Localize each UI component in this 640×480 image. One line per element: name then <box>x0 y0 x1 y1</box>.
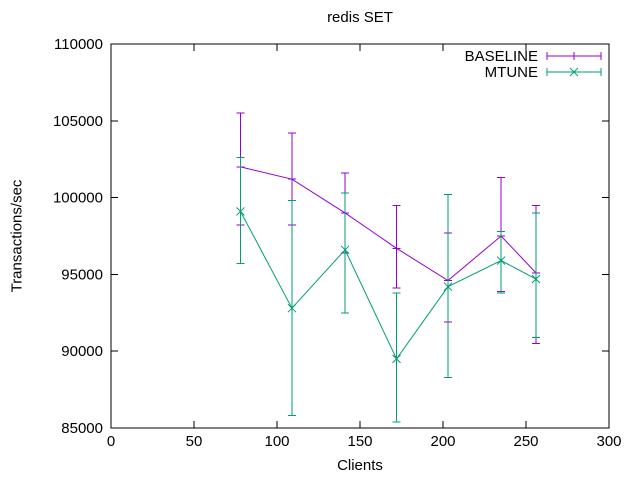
plot-border <box>110 43 610 429</box>
marker-cross-icon <box>287 303 297 313</box>
marker-cross-icon <box>531 274 541 284</box>
series-line-baseline <box>240 166 537 282</box>
x-tick-label: 0 <box>107 433 115 450</box>
marker-cross-icon <box>392 354 401 364</box>
y-tick-label: 85000 <box>61 420 103 437</box>
marker-cross-icon <box>496 256 506 265</box>
series-line-mtune <box>240 211 537 360</box>
y-tick-label: 90000 <box>61 343 103 360</box>
x-tick-label: 100 <box>264 433 289 450</box>
x-tick-label: 300 <box>596 433 621 450</box>
y-tick-label: 110000 <box>54 36 103 53</box>
x-tick-label: 200 <box>430 433 455 450</box>
legend-label-baseline: BASELINE <box>465 48 538 65</box>
y-axis-label: Transactions/sec <box>8 179 26 293</box>
marker-cross-icon <box>443 282 453 292</box>
x-axis-label: Clients <box>337 457 383 474</box>
marker-cross-icon <box>569 67 579 77</box>
chart-title: redis SET <box>327 9 393 26</box>
marker-cross-icon <box>340 245 350 255</box>
y-tick-label: 95000 <box>61 266 103 283</box>
y-tick-label: 100000 <box>53 190 103 207</box>
x-tick-label: 250 <box>513 433 538 450</box>
legend-label-mtune: MTUNE <box>485 64 538 81</box>
marker-cross-icon <box>236 207 245 216</box>
x-tick-label: 150 <box>347 433 372 450</box>
x-tick-label: 50 <box>186 433 203 450</box>
y-tick-label: 105000 <box>53 113 103 130</box>
